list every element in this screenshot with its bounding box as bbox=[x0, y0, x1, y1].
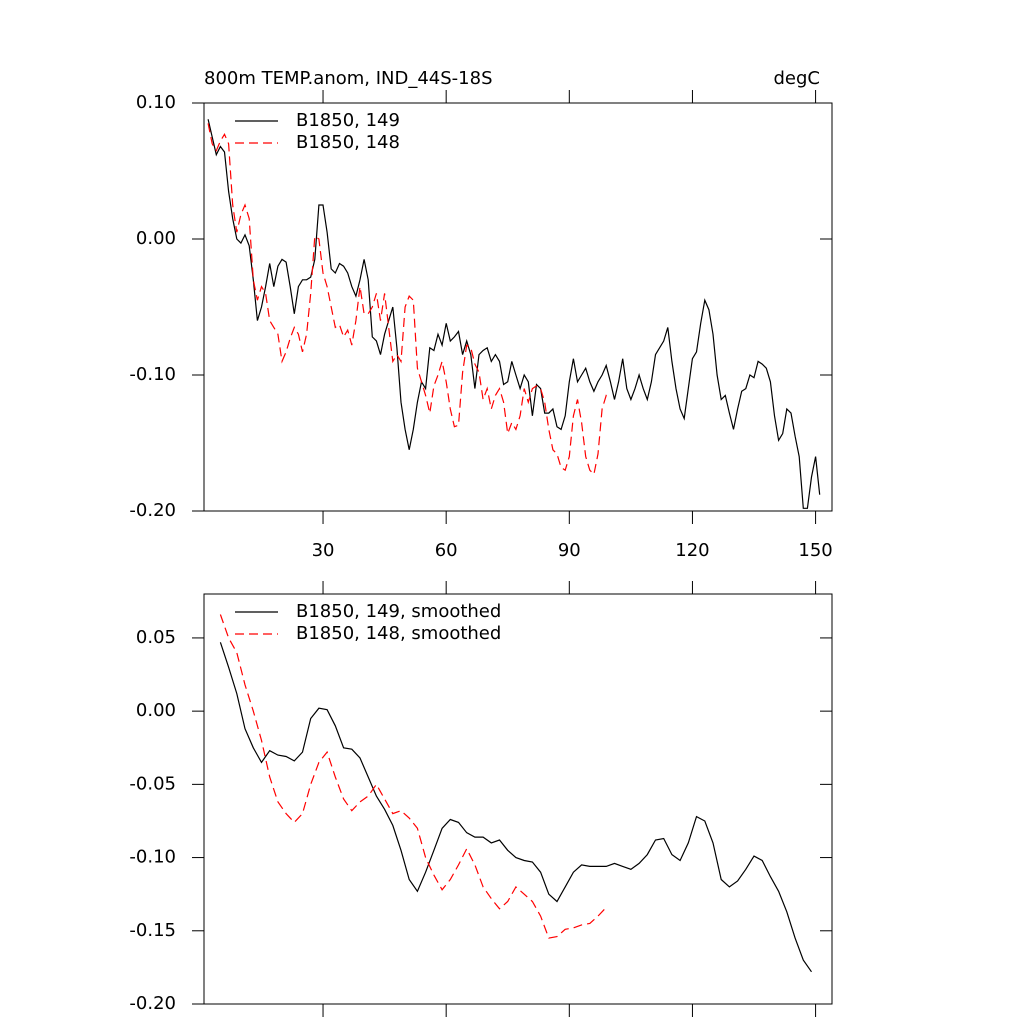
series-line bbox=[207, 119, 821, 509]
x-tick-label: 150 bbox=[798, 540, 832, 561]
x-tick-label: 60 bbox=[435, 540, 458, 561]
series-line bbox=[207, 123, 611, 476]
y-tick-label: -0.20 bbox=[129, 500, 176, 521]
x-tick-label: 120 bbox=[675, 540, 709, 561]
y-tick-label: -0.05 bbox=[129, 773, 176, 794]
y-tick-label: -0.20 bbox=[129, 993, 176, 1014]
legend-label: B1850, 148, smoothed bbox=[296, 623, 501, 644]
legend-label: B1850, 149, smoothed bbox=[296, 601, 501, 622]
x-tick-label: 30 bbox=[312, 540, 335, 561]
plot-frame bbox=[203, 593, 833, 1005]
y-tick-label: -0.10 bbox=[129, 364, 176, 385]
y-tick-label: 0.10 bbox=[136, 92, 176, 113]
plot-frame bbox=[203, 102, 833, 512]
legend-label: B1850, 148 bbox=[296, 132, 400, 153]
y-tick-label: 0.05 bbox=[136, 627, 176, 648]
y-tick-label: 0.00 bbox=[136, 228, 176, 249]
series-line bbox=[219, 614, 607, 939]
legend-label: B1850, 149 bbox=[296, 110, 400, 131]
series-line bbox=[219, 642, 812, 973]
y-tick-label: -0.10 bbox=[129, 847, 176, 868]
y-tick-label: 0.00 bbox=[136, 700, 176, 721]
x-tick-label: 90 bbox=[558, 540, 581, 561]
y-tick-label: -0.15 bbox=[129, 920, 176, 941]
chart-title: 800m TEMP.anom, IND_44S-18S bbox=[204, 68, 493, 89]
units-label: degC bbox=[774, 68, 821, 89]
